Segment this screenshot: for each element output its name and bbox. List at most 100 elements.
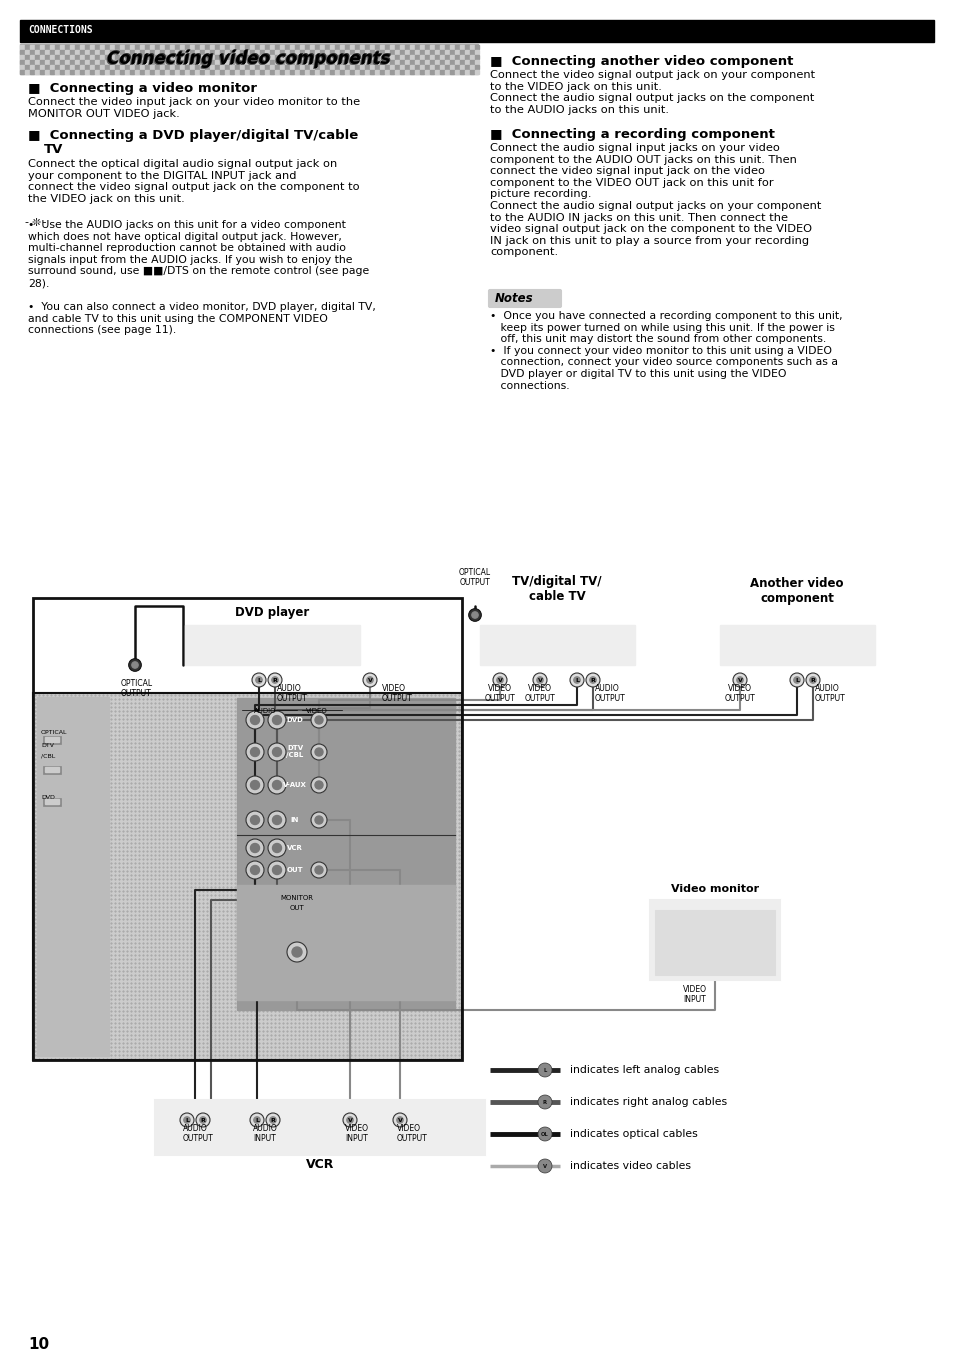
- Bar: [245, 45, 249, 49]
- Bar: [234, 65, 239, 69]
- Bar: [405, 65, 409, 69]
- Bar: [280, 56, 284, 58]
- Bar: [470, 65, 474, 69]
- Text: V: V: [367, 677, 372, 683]
- Bar: [350, 50, 354, 54]
- Bar: [95, 71, 99, 75]
- Text: VIDEO
OUTPUT: VIDEO OUTPUT: [724, 684, 755, 703]
- Text: VCR: VCR: [306, 1158, 334, 1171]
- Bar: [435, 45, 438, 49]
- Bar: [444, 60, 449, 64]
- Bar: [170, 60, 173, 64]
- Bar: [115, 45, 119, 49]
- Bar: [375, 71, 378, 75]
- Text: indicates left analog cables: indicates left analog cables: [569, 1065, 719, 1075]
- Bar: [305, 71, 309, 75]
- Bar: [80, 45, 84, 49]
- Text: L: L: [794, 677, 799, 683]
- Bar: [245, 50, 249, 54]
- Text: DVD player: DVD player: [234, 607, 309, 619]
- Bar: [325, 65, 329, 69]
- Bar: [165, 50, 169, 54]
- Bar: [270, 65, 274, 69]
- Bar: [165, 71, 169, 75]
- Circle shape: [132, 662, 138, 668]
- Bar: [299, 60, 304, 64]
- Text: V: V: [537, 677, 542, 683]
- Circle shape: [311, 712, 327, 727]
- Bar: [90, 60, 94, 64]
- Bar: [50, 45, 54, 49]
- Bar: [439, 71, 443, 75]
- Bar: [95, 60, 99, 64]
- Bar: [350, 56, 354, 58]
- Text: V-AUX: V-AUX: [283, 782, 307, 788]
- Bar: [419, 60, 423, 64]
- Text: DVD: DVD: [41, 795, 55, 801]
- Bar: [33, 693, 461, 1060]
- Bar: [260, 60, 264, 64]
- Bar: [450, 60, 454, 64]
- Bar: [390, 71, 394, 75]
- Bar: [70, 60, 74, 64]
- Bar: [100, 65, 104, 69]
- Circle shape: [250, 1113, 264, 1128]
- Circle shape: [311, 862, 327, 878]
- Bar: [385, 45, 389, 49]
- Bar: [335, 56, 338, 58]
- Bar: [459, 60, 463, 64]
- Bar: [410, 71, 414, 75]
- Bar: [439, 56, 443, 58]
- Bar: [220, 56, 224, 58]
- Bar: [185, 56, 189, 58]
- Bar: [424, 50, 429, 54]
- Bar: [415, 45, 418, 49]
- Bar: [399, 56, 403, 58]
- Bar: [345, 56, 349, 58]
- Bar: [90, 45, 94, 49]
- Bar: [335, 71, 338, 75]
- Bar: [45, 71, 49, 75]
- Text: ■  Connecting a video monitor: ■ Connecting a video monitor: [28, 81, 256, 95]
- Bar: [236, 697, 455, 1010]
- Bar: [270, 45, 274, 49]
- Bar: [85, 56, 89, 58]
- Bar: [40, 65, 44, 69]
- Bar: [210, 45, 213, 49]
- Bar: [330, 45, 334, 49]
- Bar: [70, 50, 74, 54]
- Bar: [470, 50, 474, 54]
- Bar: [150, 65, 153, 69]
- Bar: [190, 50, 193, 54]
- Bar: [70, 65, 74, 69]
- Bar: [205, 71, 209, 75]
- Bar: [125, 71, 129, 75]
- Text: Connect the video signal output jack on your component
to the VIDEO jack on this: Connect the video signal output jack on …: [490, 71, 814, 115]
- Bar: [305, 65, 309, 69]
- Text: OPTICAL: OPTICAL: [41, 730, 68, 735]
- Circle shape: [311, 744, 327, 760]
- Bar: [145, 60, 149, 64]
- Bar: [150, 71, 153, 75]
- Bar: [25, 56, 29, 58]
- Circle shape: [246, 811, 264, 829]
- Bar: [30, 45, 34, 49]
- Bar: [165, 65, 169, 69]
- Bar: [335, 60, 338, 64]
- Bar: [370, 56, 374, 58]
- Bar: [170, 50, 173, 54]
- Bar: [170, 45, 173, 49]
- Bar: [130, 60, 133, 64]
- Bar: [430, 56, 434, 58]
- Bar: [405, 56, 409, 58]
- Bar: [299, 50, 304, 54]
- Text: DTV: DTV: [41, 744, 54, 748]
- Text: CONNECTIONS: CONNECTIONS: [28, 24, 92, 35]
- Bar: [55, 71, 59, 75]
- Bar: [170, 71, 173, 75]
- Bar: [294, 45, 298, 49]
- Bar: [379, 45, 384, 49]
- Bar: [419, 65, 423, 69]
- Bar: [180, 65, 184, 69]
- Circle shape: [195, 1113, 210, 1128]
